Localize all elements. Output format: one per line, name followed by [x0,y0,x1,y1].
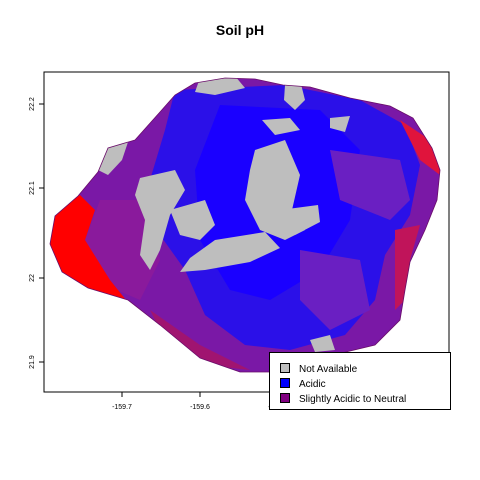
legend-item: Not Available [280,363,357,376]
legend-item: Slightly Acidic to Neutral [280,393,406,406]
legend-label: Not Available [299,364,358,375]
legend-item: Acidic [280,378,326,391]
legend-swatch [280,378,290,389]
legend-swatch [280,393,290,404]
map-title: Soil pH [215,22,265,38]
legend-label: Slightly Acidic to Neutral [299,394,407,405]
legend: Not Available Acidic Slightly Acidic to Ne… [269,352,451,410]
y-tick-label: 22 [29,274,36,282]
y-axis: 21.9 22 22.1 22.2 [29,97,44,369]
y-tick-label: 21.9 [29,355,36,369]
y-tick-label: 22.2 [29,97,36,111]
legend-label: Acidic [299,379,326,390]
x-tick-label: -159.6 [190,404,210,411]
x-tick-label: -159.7 [112,404,132,411]
legend-swatch [280,363,290,374]
y-tick-label: 22.1 [29,181,36,195]
